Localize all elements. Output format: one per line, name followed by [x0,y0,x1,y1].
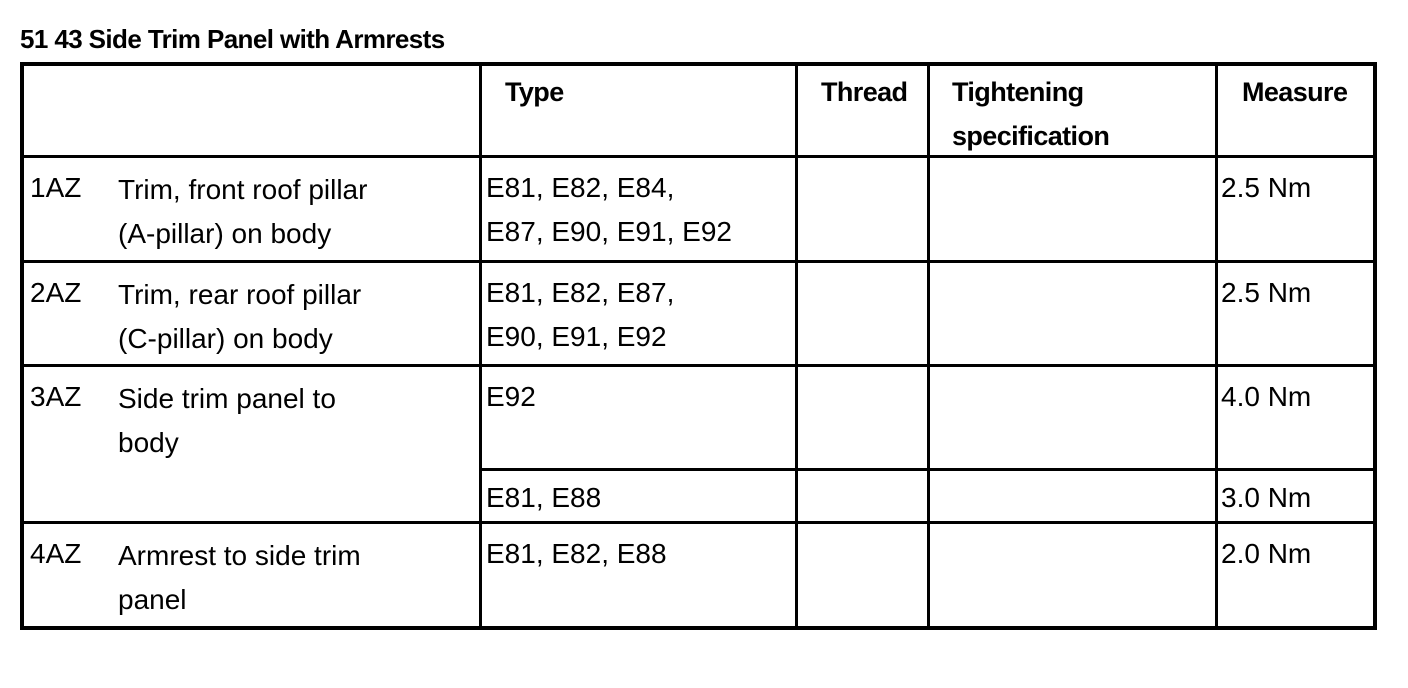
table-border-bottom [20,626,1377,630]
row-divider [20,521,1377,524]
row-measure: 3.0 Nm [1221,482,1312,513]
row-type: E92 [486,381,536,412]
column-divider [795,62,798,630]
row-divider [20,260,1377,263]
page-title: 51 43 Side Trim Panel with Armrests [20,24,445,54]
row-id: 3AZ [30,381,82,412]
header-measure: Measure [1242,77,1348,107]
header-type: Type [505,77,564,107]
row-description: Trim, rear roof pillar (C-pillar) on bod… [118,279,362,354]
row-measure: 2.0 Nm [1221,538,1312,569]
row-type: E81, E82, E87, E90, E91, E92 [486,277,675,352]
table-border-right [1373,62,1377,630]
header-thread: Thread [821,77,908,107]
row-description: Armrest to side trim panel [118,540,361,615]
row-divider [20,155,1377,158]
row-id: 4AZ [30,538,82,569]
header-tightening-specification: Tightening specification [952,77,1110,151]
table-border-top [20,62,1377,66]
row-measure: 2.5 Nm [1221,172,1312,203]
row-measure: 4.0 Nm [1221,381,1312,412]
column-divider [1215,62,1218,630]
column-divider [927,62,930,630]
row-description: Trim, front roof pillar (A-pillar) on bo… [118,174,368,249]
column-divider [479,62,482,630]
row-type: E81, E82, E88 [486,538,667,569]
row-type: E81, E88 [486,482,602,513]
row-description: Side trim panel to body [118,383,336,458]
row-id: 1AZ [30,172,82,203]
table-border-left [20,62,24,630]
row-measure: 2.5 Nm [1221,277,1312,308]
row-divider [20,364,1377,367]
row-id: 2AZ [30,277,82,308]
row-type: E81, E82, E84, E87, E90, E91, E92 [486,172,732,247]
